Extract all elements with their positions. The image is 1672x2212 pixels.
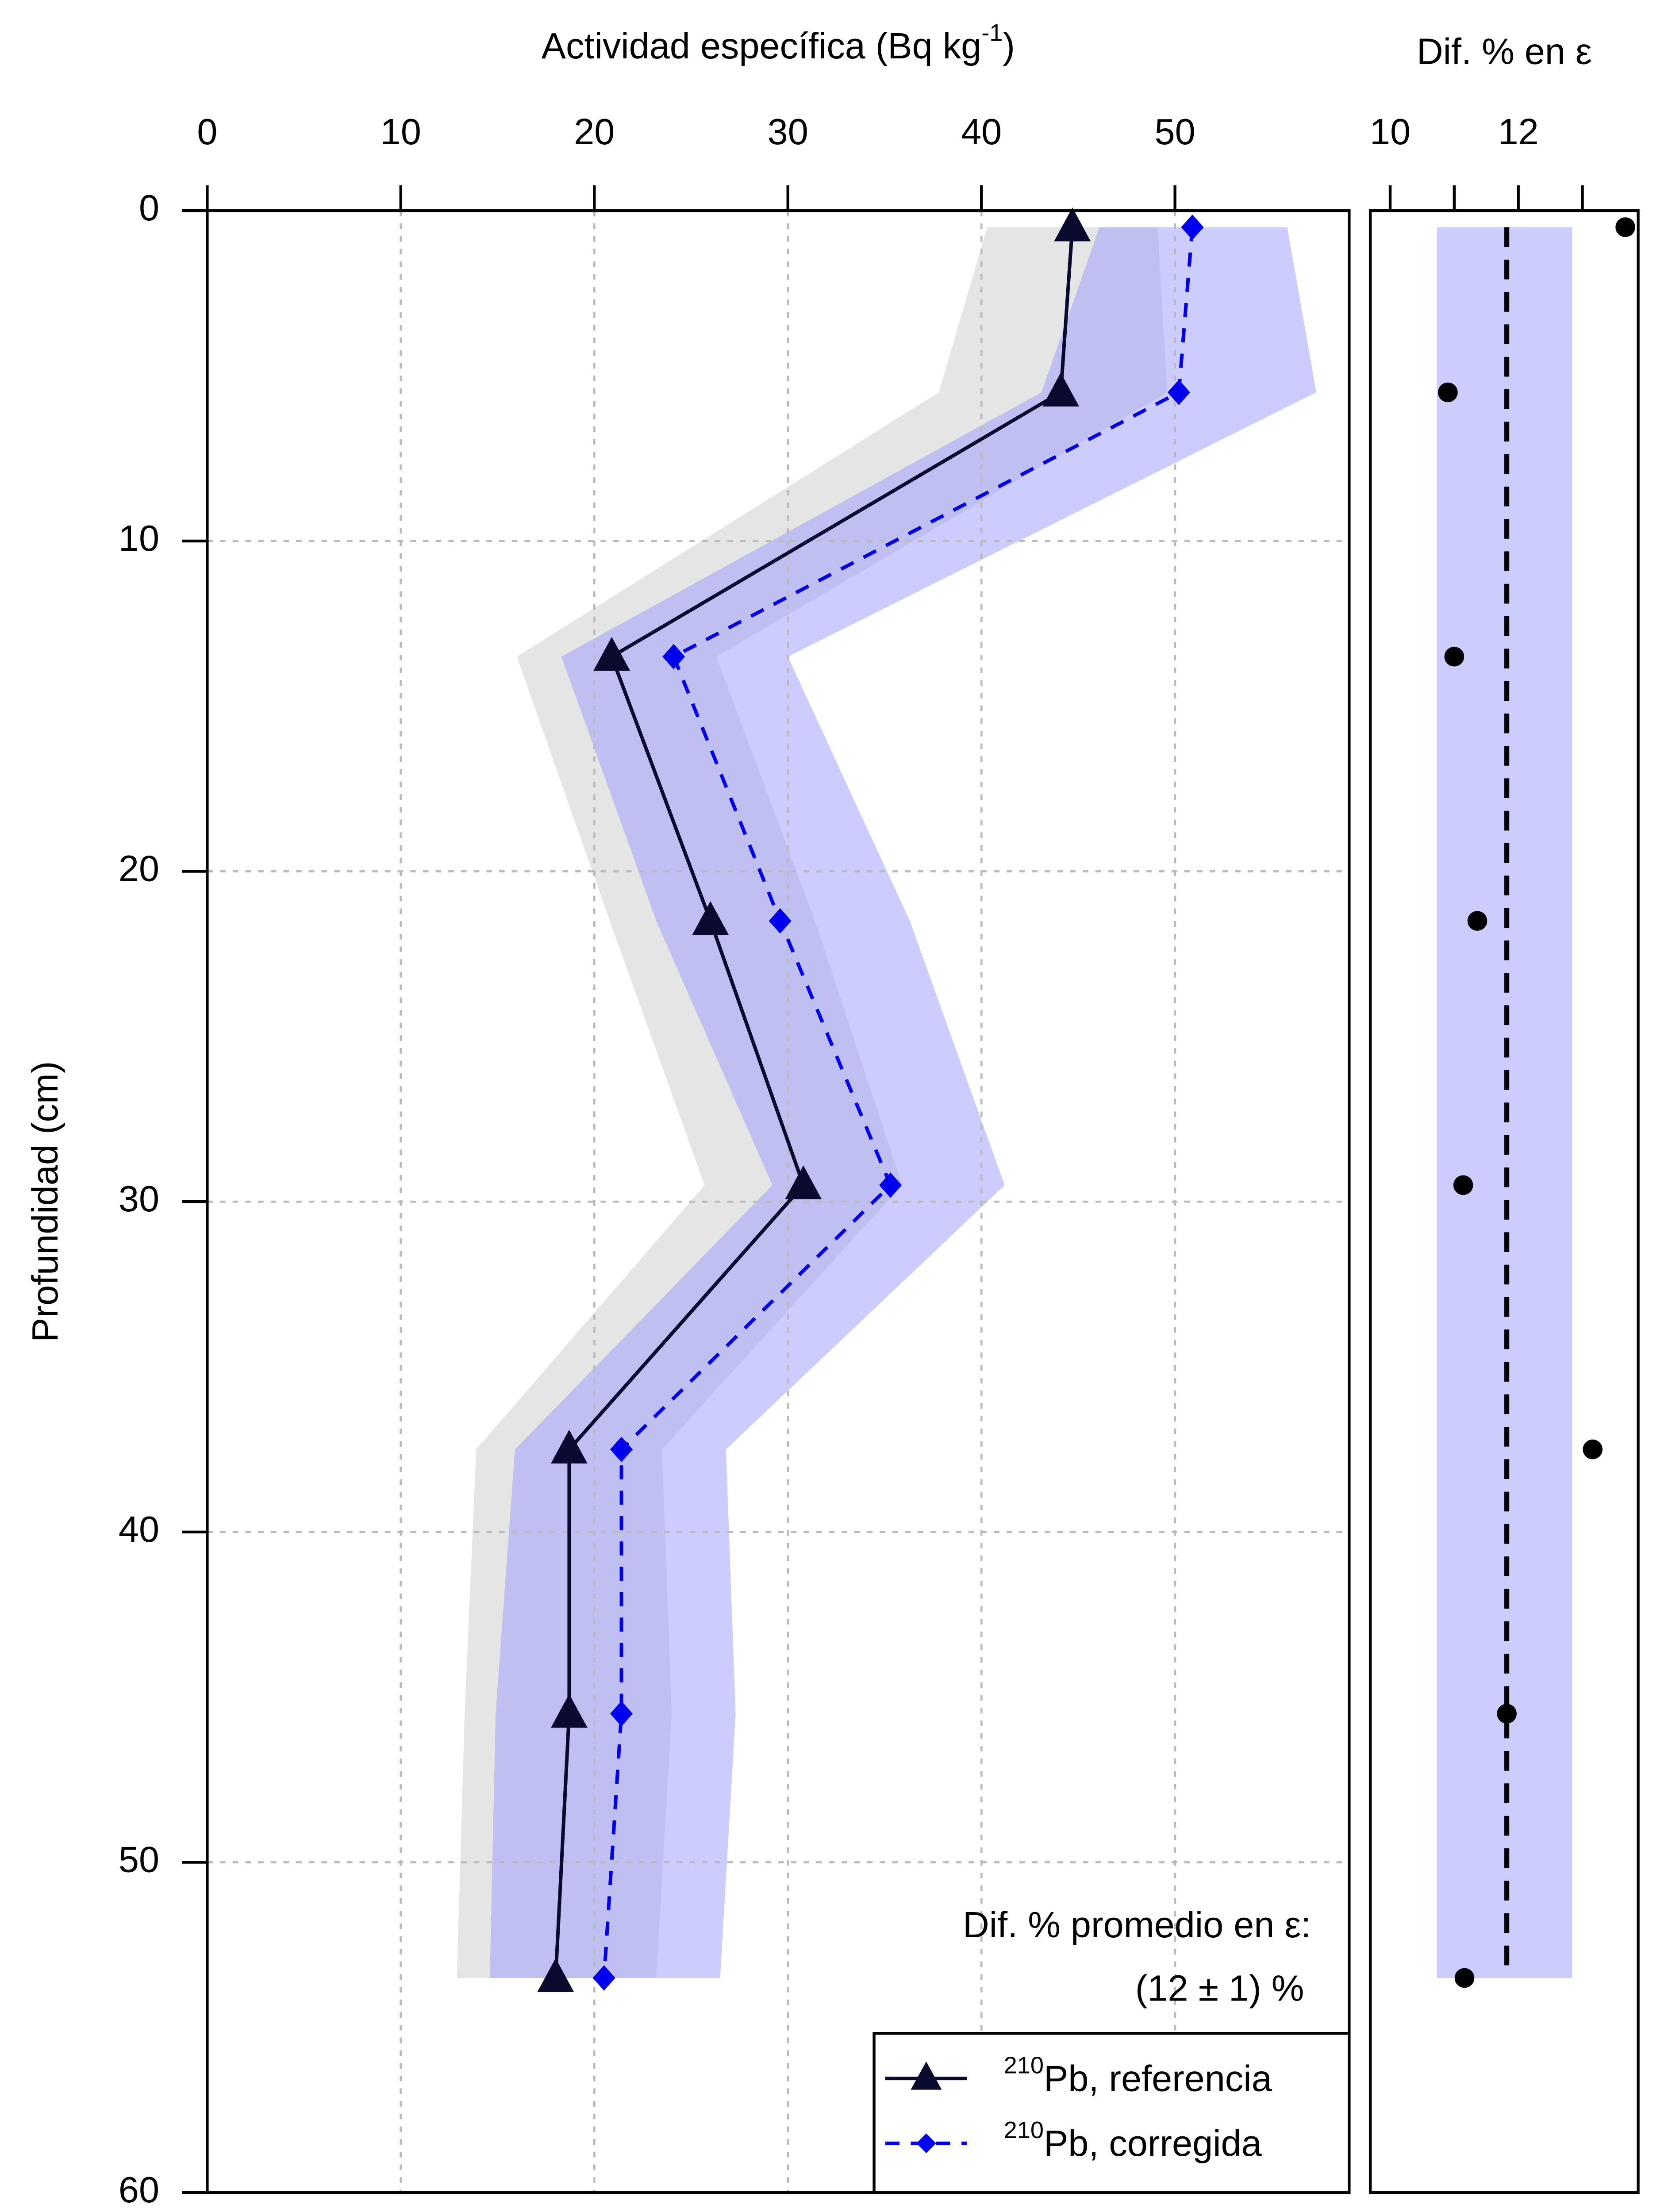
y-tick-label: 40 bbox=[119, 1509, 159, 1550]
marker bbox=[1054, 207, 1091, 242]
y-axis-title: Profundidad (cm) bbox=[24, 1061, 65, 1342]
y-tick-label: 50 bbox=[119, 1839, 159, 1880]
series-line bbox=[553, 227, 1074, 1978]
x-tick-label: 30 bbox=[768, 111, 808, 152]
x-tick-label: 0 bbox=[197, 111, 217, 152]
point bbox=[1615, 217, 1635, 237]
marker bbox=[610, 1701, 633, 1727]
marker bbox=[550, 1694, 588, 1728]
y-tick-label: 10 bbox=[119, 518, 159, 559]
legend-label: 210Pb, referencia bbox=[1004, 2052, 1272, 2099]
text-part: -1 bbox=[981, 19, 1003, 46]
x-tick-label: 50 bbox=[1155, 111, 1195, 152]
point bbox=[1438, 382, 1458, 403]
marker bbox=[1167, 380, 1190, 405]
legend-marker bbox=[911, 2061, 942, 2090]
text-part: Pb, corregida bbox=[1044, 2123, 1262, 2164]
point bbox=[1454, 1968, 1475, 1988]
legend-box bbox=[873, 2032, 1351, 2194]
text-part: ) bbox=[1003, 25, 1015, 66]
uncertainty-band bbox=[490, 227, 1316, 1978]
plot-frame bbox=[1368, 209, 1640, 2194]
plot-frame bbox=[206, 209, 1351, 2194]
annotation: Dif. % promedio en ε: bbox=[963, 1904, 1311, 1945]
point bbox=[1444, 646, 1464, 667]
y-tick-label: 20 bbox=[119, 848, 159, 889]
annotation: (12 ± 1) % bbox=[1135, 1967, 1304, 2008]
marker bbox=[550, 1429, 588, 1464]
mean-band bbox=[1437, 227, 1572, 1978]
text-part: 210 bbox=[1004, 2117, 1044, 2144]
marker bbox=[1042, 373, 1079, 407]
text-part: Actividad específica (Bq kg bbox=[542, 25, 981, 66]
panel-title: Dif. % en ε bbox=[1417, 31, 1592, 72]
marker bbox=[879, 1172, 902, 1198]
y-tick-label: 30 bbox=[119, 1178, 159, 1219]
y-tick-label: 60 bbox=[119, 2169, 159, 2210]
text-part: 210 bbox=[1004, 2052, 1044, 2079]
point bbox=[1467, 911, 1488, 931]
x-tick-label: 10 bbox=[1370, 111, 1411, 152]
y-tick-label: 0 bbox=[139, 187, 159, 228]
legend-label: 210Pb, corregida bbox=[1004, 2117, 1262, 2164]
x-tick-label: 20 bbox=[574, 111, 615, 152]
x-tick-label: 10 bbox=[381, 111, 421, 152]
point bbox=[1497, 1704, 1517, 1724]
marker bbox=[692, 901, 729, 935]
marker bbox=[537, 1958, 574, 1992]
marker bbox=[610, 1436, 633, 1462]
x-axis-title: Actividad específica (Bq kg-1) bbox=[542, 19, 1015, 66]
x-tick-label: 12 bbox=[1498, 111, 1539, 152]
marker bbox=[785, 1165, 822, 1199]
series-line bbox=[602, 227, 1194, 1978]
point bbox=[1453, 1175, 1473, 1195]
point bbox=[1583, 1439, 1603, 1459]
x-tick-label: 40 bbox=[961, 111, 1002, 152]
marker bbox=[593, 637, 630, 671]
text-part: Pb, referencia bbox=[1044, 2058, 1272, 2099]
